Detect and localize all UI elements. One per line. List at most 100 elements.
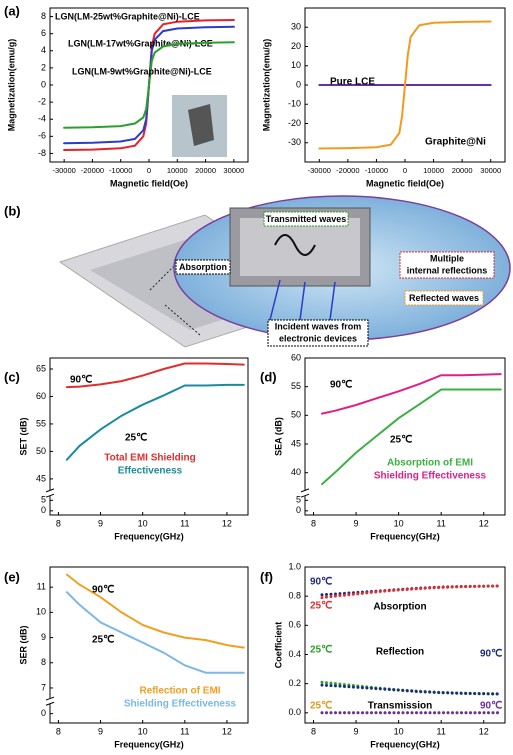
y-tick-label: 0.6: [288, 620, 301, 630]
plot-frame: [49, 357, 249, 516]
x-tick-label: -10000: [365, 166, 388, 175]
y-tick-label: 0.8: [288, 591, 301, 601]
series-line: [63, 41, 235, 129]
axis-break-gap: [302, 489, 308, 497]
series-line: [65, 362, 245, 389]
illustration: (b) Transmitted waves Absorption Multipl…: [4, 195, 511, 348]
annotation: Absorption of EMI: [387, 458, 473, 469]
axis-break-mark: [45, 493, 55, 498]
series-label: 90℃: [310, 577, 332, 588]
series-line: [321, 373, 502, 415]
x-tick-label: 10: [394, 518, 404, 528]
y-tick-label: -10: [288, 99, 301, 109]
y-tick-label: 5: [296, 495, 301, 505]
y-tick-label: 65: [36, 363, 46, 373]
panel-label: (e): [4, 569, 20, 584]
series-label: 25℃: [310, 601, 332, 612]
series-label: LGN(LM-17wt%Graphite@Ni)-LCE: [68, 38, 213, 48]
y-tick-label: 30: [291, 22, 301, 32]
annotation: Absorption: [373, 602, 426, 613]
y-tick-label: 8: [41, 11, 46, 21]
series-label: 90℃: [92, 585, 114, 596]
y-axis-label: Magnetization(emu/g): [6, 39, 16, 132]
x-tick-label: 30000: [223, 166, 244, 175]
annotation: Reflection: [376, 647, 424, 658]
wave-path: [274, 234, 316, 256]
y-tick-label: 55: [36, 418, 46, 428]
y-tick-label: 0.4: [288, 649, 301, 659]
axis-break-mark: [300, 488, 310, 493]
illustration-label: Incident waves from: [275, 321, 362, 331]
y-tick-label: 0: [296, 79, 301, 89]
annotation: Effectiveness: [118, 466, 183, 477]
x-tick-label: 10000: [423, 166, 444, 175]
illustration-label: internal reflections: [407, 265, 488, 275]
x-tick-label: 20000: [195, 166, 216, 175]
panel-label: (f): [260, 569, 273, 584]
y-tick-label: 7: [41, 682, 46, 692]
series-label: Pure LCE: [330, 77, 375, 88]
series-label: Graphite@Ni: [425, 137, 486, 148]
x-tick-label: -10000: [109, 166, 132, 175]
y-tick-label: 45: [36, 473, 46, 483]
x-tick-label: 10: [138, 726, 148, 736]
series-label: 90℃: [480, 649, 502, 660]
series-label: 90℃: [70, 375, 92, 386]
annotation: Transmission: [368, 701, 432, 712]
series-line: [320, 683, 503, 696]
y-tick-label: 55: [291, 381, 301, 391]
series-line: [320, 680, 503, 696]
x-tick-label: -20000: [81, 166, 104, 175]
y-tick-label: -20: [288, 118, 301, 128]
x-tick-label: -30000: [52, 166, 75, 175]
y-tick-label: 10: [36, 607, 46, 617]
y-tick-label: 2: [41, 62, 46, 72]
x-tick-label: 0: [403, 166, 407, 175]
axis-break-mark: [45, 696, 55, 701]
series-line: [320, 584, 503, 600]
label-box: [399, 251, 495, 279]
series-label: 25℃: [310, 701, 332, 712]
series-label: 25℃: [310, 645, 332, 656]
y-tick-label: 0.2: [288, 678, 301, 688]
y-tick-label: -2: [38, 96, 46, 106]
x-tick-label: 8: [56, 726, 61, 736]
panel-label: (d): [260, 369, 277, 384]
illustration-label: Absorption: [179, 262, 227, 272]
x-tick-label: 10: [394, 726, 404, 736]
series-label: LGN(LM-25wt%Graphite@Ni)-LCE: [55, 11, 200, 21]
series-label: 90℃: [480, 701, 502, 712]
x-tick-label: 11: [180, 518, 189, 528]
incident-arrows: [269, 279, 336, 321]
label-box: [263, 211, 349, 227]
microstructure-inner: [240, 218, 360, 276]
inset-sample: [188, 104, 214, 146]
x-tick-label: 9: [98, 726, 103, 736]
x-tick-label: 10: [138, 518, 148, 528]
plot-frame: [49, 566, 249, 724]
annotation: Shielding Effectiveness: [374, 471, 487, 482]
x-axis-label: Frequency(GHz): [114, 531, 184, 541]
x-tick-label: 0: [147, 166, 151, 175]
series-line: [65, 591, 245, 674]
x-tick-label: 8: [56, 518, 61, 528]
x-axis-label: Frequency(GHz): [370, 739, 440, 749]
y-tick-label: -8: [38, 148, 46, 158]
y-tick-label: 8: [41, 657, 46, 667]
panel-label: (a): [4, 3, 20, 18]
y-tick-label: 1.0: [288, 561, 301, 571]
x-tick-label: 10000: [167, 166, 188, 175]
x-tick-label: -30000: [308, 166, 331, 175]
y-axis-label: Magnetization(emu/g): [261, 39, 271, 132]
y-axis-label: SET (dB): [18, 418, 28, 456]
series-label: 25℃: [390, 435, 412, 446]
series-label: 25℃: [92, 635, 114, 646]
plot-frame: [304, 566, 506, 724]
illustration-label: Reflected waves: [409, 293, 479, 303]
series-line: [321, 388, 502, 486]
x-axis-label: Magnetic field(Oe): [366, 178, 444, 188]
y-tick-label: 10: [291, 60, 301, 70]
y-axis-label: SEA (dB): [273, 417, 283, 456]
annotation: Shielding Effectiveness: [124, 699, 237, 710]
